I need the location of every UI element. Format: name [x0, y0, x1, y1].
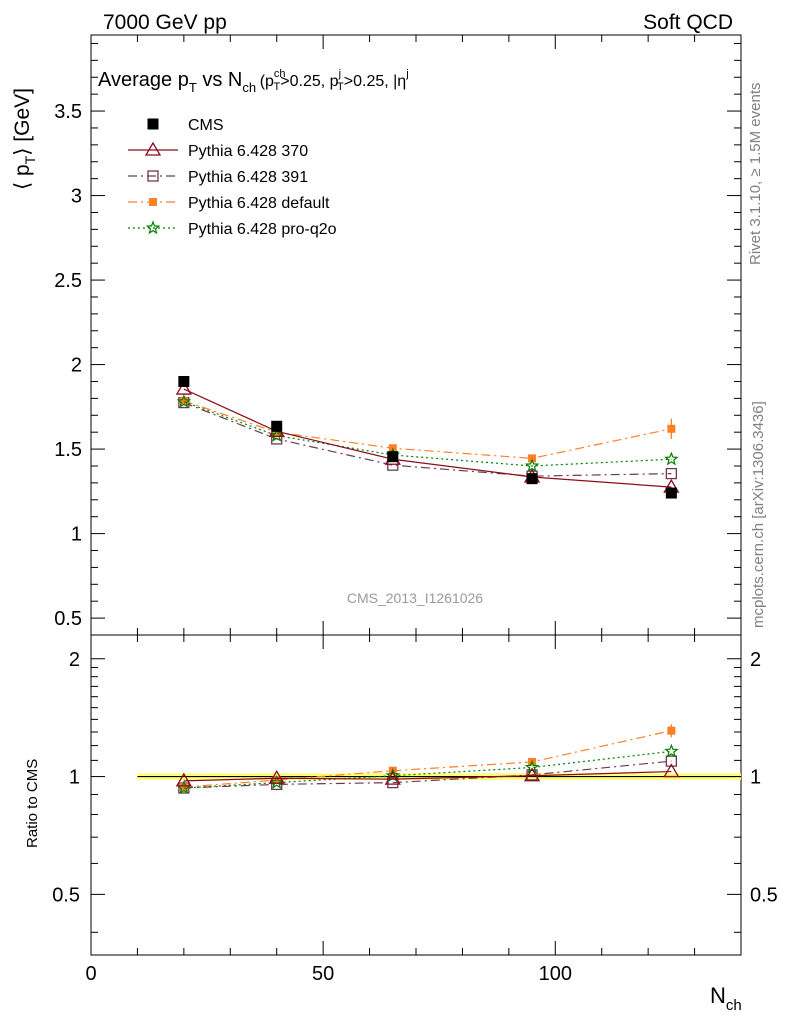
title-vs: vs N [197, 69, 243, 91]
ratio-point-proq2o [664, 743, 679, 758]
legend-label-cms: CMS [188, 117, 224, 134]
y-tick-label: 2.5 [54, 270, 82, 292]
ratio-tick-label-left: 0.5 [52, 884, 80, 906]
plot-title: Average pT vs Nch (pch T>0.25, pj T>0.25, … [98, 68, 409, 95]
main-series-group [175, 375, 680, 499]
title-cuts-2: >0.25, p [280, 73, 338, 90]
ratio-tick-label-right: 1 [750, 767, 761, 789]
ratio-point-p370 [523, 767, 541, 782]
ratio-point-default [272, 775, 281, 784]
x-tick-label: 100 [539, 963, 572, 985]
ratio-line-p391 [183, 760, 672, 789]
point-default [528, 454, 537, 463]
ratio-point-p370 [268, 769, 285, 784]
y-tick-label: 1 [71, 524, 82, 546]
point-cms [665, 487, 677, 499]
ratio-tick-label-left: 2 [69, 649, 80, 671]
point-p391 [665, 467, 678, 480]
point-cms [178, 375, 190, 387]
legend-marker-proq2o [145, 220, 161, 235]
legend-label-p391: Pythia 6.428 391 [188, 169, 308, 186]
analysis-watermark: CMS_2013_I1261026 [347, 590, 483, 606]
legend-label-default: Pythia 6.428 default [188, 195, 330, 212]
ratio-tick-label-left: 1 [69, 767, 80, 789]
mcplots-label: mcplots.cern.ch [arXiv:1306.3436] [750, 401, 767, 628]
ratio-point-p370 [663, 763, 680, 778]
ratio-point-default [179, 783, 188, 792]
x-tick-label: 50 [312, 963, 334, 985]
cms-uncertainty-band [137, 773, 741, 780]
ratio-tick-label-right: 0.5 [750, 884, 778, 906]
y-axis-label: ⟨ pT⟩ [GeV] [11, 88, 38, 190]
y-tick-label: 2 [71, 355, 82, 377]
rivet-label: Rivet 3.1.10, ≥ 1.5M events [747, 83, 764, 266]
point-cms [271, 420, 283, 432]
point-cms [526, 473, 538, 485]
x-axis-label: Nch [710, 983, 742, 1014]
legend: CMS Pythia 6.428 370 Pythia 6.428 391 Pythi… [128, 117, 337, 238]
point-cms [387, 451, 399, 463]
legend-label-proq2o: Pythia 6.428 pro-q2o [188, 221, 337, 238]
title-sub-t: T [189, 80, 197, 95]
ratio-tick-label-right: 2 [750, 649, 761, 671]
title-cuts-sup1: ch [274, 68, 286, 80]
point-default [272, 428, 281, 437]
ratio-series-group [175, 724, 680, 795]
y-tick-label: 3 [71, 186, 82, 208]
ratio-point-p391 [665, 755, 678, 767]
title-average: Average p [98, 69, 189, 91]
y-tick-label: 1.5 [54, 439, 82, 461]
point-proq2o [176, 394, 192, 408]
header-right: Soft QCD [643, 11, 733, 34]
title-cuts-1: (p [260, 73, 274, 90]
title-cuts-sup3: j [405, 68, 408, 80]
y-tick-label: 0.5 [54, 608, 82, 630]
ratio-point-proq2o [385, 768, 401, 782]
point-default [179, 396, 188, 405]
legend-marker-cms [147, 118, 159, 130]
point-proq2o [664, 451, 679, 466]
header-left: 7000 GeV pp [103, 11, 227, 34]
ratio-plot-frame [90, 634, 742, 956]
title-cuts-sub1: T [274, 81, 281, 93]
series-line-p391 [183, 402, 672, 477]
title-cuts-3: >0.25, |η [344, 73, 406, 90]
ratio-point-proq2o [524, 759, 540, 774]
ratio-point-proq2o [269, 774, 284, 789]
legend-marker-p370 [144, 141, 162, 156]
legend-marker-p391 [147, 170, 159, 182]
ratio-point-p370 [384, 770, 401, 785]
point-p370 [175, 380, 192, 395]
ratio-y-axis-label: Ratio to CMS [24, 759, 41, 848]
point-proq2o [524, 458, 540, 473]
axes-group: 0 50 100 0.5 1 1.5 2 2.5 3 3.5 0.5 0.5 1 1 2 2 [52, 35, 778, 985]
ratio-line-p370 [183, 770, 672, 782]
series-line-p370 [183, 388, 672, 488]
x-tick-label: 0 [85, 963, 96, 985]
point-proq2o [269, 427, 284, 442]
ratio-line-proq2o [183, 750, 672, 789]
y-tick-label: 3.5 [54, 101, 82, 123]
series-line-proq2o [183, 401, 672, 467]
ratio-point-p370 [175, 772, 192, 787]
title-cuts-sup2: j [338, 68, 341, 80]
series-line-default [183, 400, 672, 459]
title-sub-ch: ch [242, 80, 256, 95]
legend-marker-default [149, 198, 157, 206]
title-cuts-sub2: T [337, 81, 344, 93]
legend-label-p370: Pythia 6.428 370 [188, 143, 308, 160]
